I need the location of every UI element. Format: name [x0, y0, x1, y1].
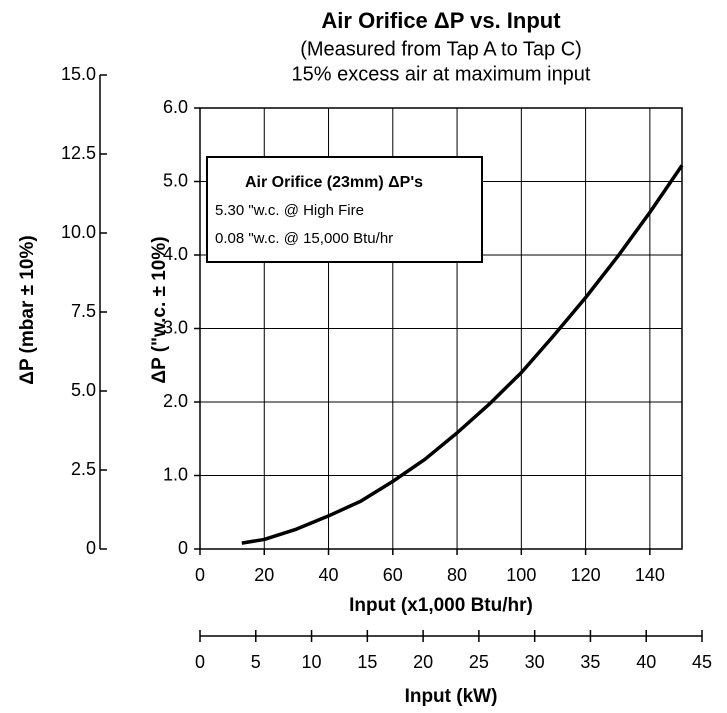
- y2-tick-label: 12.5: [61, 143, 96, 163]
- x-tick-label: 20: [254, 565, 274, 585]
- data-line: [241, 164, 684, 545]
- x-tick-label: 120: [571, 565, 601, 585]
- y2-tick-label: 15.0: [61, 64, 96, 84]
- y-axis-label: ΔP ("w.c. ± 10%): [149, 236, 170, 383]
- y2-tick-label: 5.0: [71, 380, 96, 400]
- annotation-line: 0.08 "w.c. @ 15,000 Btu/hr: [215, 230, 393, 247]
- annotation-title: Air Orifice (23mm) ΔP's: [245, 174, 423, 191]
- y-tick-label: 0: [178, 538, 188, 558]
- x-tick-label: 140: [635, 565, 665, 585]
- x2-tick-label: 15: [357, 652, 377, 672]
- y-tick-label: 5.0: [163, 170, 188, 190]
- y-tick-label: 6.0: [163, 97, 188, 117]
- y2-tick-label: 0: [86, 538, 96, 558]
- plot-frame: [199, 107, 683, 550]
- x2-tick-label: 25: [469, 652, 489, 672]
- x2-tick-label: 35: [580, 652, 600, 672]
- x-tick-label: 40: [319, 565, 339, 585]
- chart-subtitle: 15% excess air at maximum input: [291, 63, 590, 85]
- x-tick-label: 80: [447, 565, 467, 585]
- x2-tick-label: 45: [692, 652, 712, 672]
- x2-tick-label: 30: [525, 652, 545, 672]
- x2-tick-label: 20: [413, 652, 433, 672]
- x-axis-label: Input (x1,000 Btu/hr): [349, 595, 533, 616]
- x-tick-label: 100: [506, 565, 536, 585]
- x-tick-label: 60: [383, 565, 403, 585]
- y2-axis-label: ΔP (mbar ± 10%): [17, 235, 38, 384]
- y2-tick-label: 10.0: [61, 222, 96, 242]
- chart-title: Air Orifice ΔP vs. Input: [321, 8, 561, 33]
- x2-tick-label: 0: [195, 652, 205, 672]
- y2-tick-label: 2.5: [71, 459, 96, 479]
- x2-tick-label: 5: [251, 652, 261, 672]
- chart-subtitle: (Measured from Tap A to Tap C): [300, 38, 582, 60]
- y-tick-label: 1.0: [163, 464, 188, 484]
- y-tick-label: 4.0: [163, 244, 188, 264]
- x2-tick-label: 40: [636, 652, 656, 672]
- y-tick-label: 3.0: [163, 317, 188, 337]
- x2-axis-label: Input (kW): [405, 686, 498, 707]
- annotation-box: [206, 156, 483, 263]
- x-tick-label: 0: [195, 565, 205, 585]
- y2-tick-label: 7.5: [71, 301, 96, 321]
- annotation-line: 5.30 "w.c. @ High Fire: [215, 202, 364, 219]
- x2-tick-label: 10: [302, 652, 322, 672]
- y-tick-label: 2.0: [163, 391, 188, 411]
